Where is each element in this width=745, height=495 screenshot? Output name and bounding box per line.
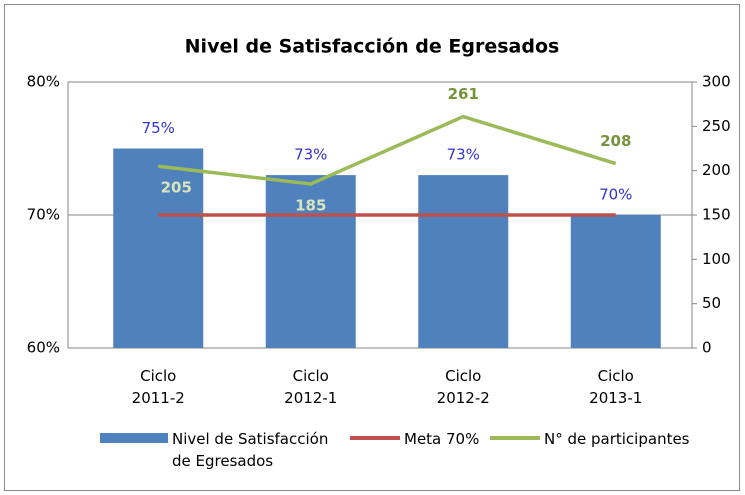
legend-label: N° de participantes [544,430,690,448]
y-tick-label: 60% [27,339,60,357]
y2-tick-label: 250 [702,117,731,135]
x-tick-label: Ciclo 2012-2 [437,367,490,407]
x-tick-label: Ciclo 2012-1 [284,367,337,407]
legend-swatch [490,436,540,440]
y2-tick-label: 150 [702,206,731,224]
x-tick-label: Ciclo 2013-1 [589,367,642,407]
data-label: 73% [294,146,327,164]
bar [265,175,356,348]
y2-tick-label: 0 [702,339,712,357]
data-label: 75% [142,119,175,137]
legend-label: Nivel de Satisfacción de Egresados [172,430,329,470]
y-tick-label: 70% [27,206,60,224]
y2-tick-label: 100 [702,250,731,268]
legend-label: Meta 70% [404,430,480,448]
data-label: 70% [599,186,632,204]
y2-tick-label: 300 [702,73,731,91]
legend-item: N° de participantes [490,428,720,472]
chart-title: Nivel de Satisfacción de Egresados [185,36,560,58]
data-label: 261 [448,85,479,103]
data-label: 205 [161,179,192,197]
legend-swatch [350,436,400,440]
bar [570,215,661,348]
bar [113,148,204,348]
chart-border [4,4,740,491]
data-label: 73% [447,146,480,164]
y-tick-label: 80% [27,73,60,91]
legend-item: Meta 70% [350,428,490,472]
data-label: 185 [295,196,326,214]
legend-swatch [100,433,168,443]
y2-tick-label: 200 [702,161,731,179]
legend-item: Nivel de Satisfacción de Egresados [100,428,350,472]
y2-tick-label: 50 [702,294,721,312]
data-label: 208 [600,132,631,150]
legend: Nivel de Satisfacción de Egresados Meta 7… [100,428,720,472]
line [158,114,617,186]
bar [418,175,509,348]
x-tick-label: Ciclo 2011-2 [132,367,185,407]
